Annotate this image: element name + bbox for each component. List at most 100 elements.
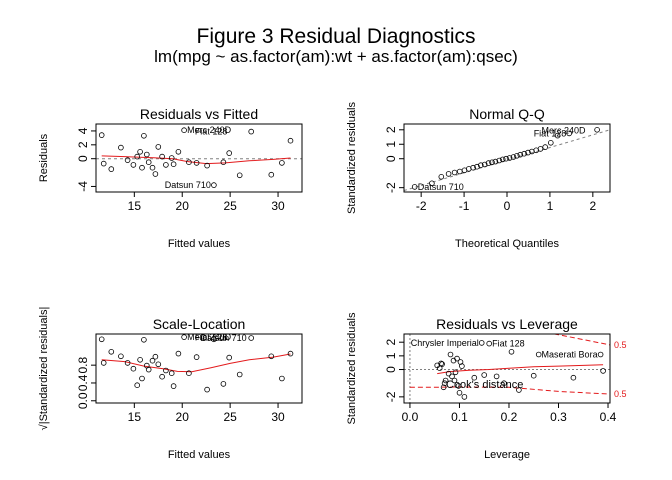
data-point	[163, 367, 169, 374]
data-point	[268, 171, 275, 178]
data-point	[570, 374, 577, 381]
data-point	[159, 373, 165, 380]
x-tick-label: 20	[176, 410, 190, 424]
y-axis-label: Residuals	[38, 133, 50, 182]
point-label: Fiat 128	[492, 339, 525, 349]
y-tick-label: 0.8	[76, 356, 90, 373]
data-point	[181, 127, 187, 133]
data-point	[145, 159, 152, 166]
data-point	[220, 381, 227, 387]
data-point	[186, 370, 192, 377]
point-label: Merc 240D	[187, 332, 232, 342]
data-point	[478, 340, 485, 346]
y-axis-label: √|Standardized residuals|	[38, 307, 50, 431]
data-point	[508, 348, 515, 355]
plot-area	[404, 127, 610, 192]
x-tick-label: 20	[176, 199, 190, 213]
x-axis-label: Leverage	[484, 449, 530, 461]
data-point	[211, 336, 217, 343]
data-point	[141, 133, 147, 139]
data-point	[139, 375, 145, 382]
data-point	[159, 153, 165, 160]
cooks-level-label-upper: 0.5	[614, 340, 627, 350]
data-point	[168, 370, 175, 377]
x-tick-label: 15	[128, 199, 142, 213]
plot-area	[404, 334, 610, 403]
data-point	[537, 146, 544, 152]
x-axis-label: Theoretical Quantiles	[455, 238, 559, 250]
data-point	[542, 144, 548, 150]
data-point	[130, 162, 137, 168]
data-point	[287, 137, 294, 144]
x-tick-label: 0.0	[402, 410, 419, 424]
data-point	[220, 159, 227, 166]
data-point	[137, 149, 143, 155]
y-tick-label: 0.4	[76, 374, 90, 391]
data-point	[124, 360, 131, 366]
smoother-line	[437, 364, 604, 375]
y-tick-label: 0	[76, 155, 90, 162]
data-point	[486, 340, 493, 347]
data-point	[98, 336, 105, 343]
data-point	[445, 370, 452, 377]
y-tick-label: -2	[384, 182, 398, 193]
data-point	[461, 394, 468, 400]
data-point	[481, 161, 488, 168]
data-point	[456, 168, 463, 175]
data-point	[441, 380, 448, 387]
data-point	[442, 377, 449, 384]
data-point	[535, 351, 542, 358]
data-point	[137, 356, 143, 363]
figure-subtitle: lm(mpg ~ as.factor(am):wt + as.factor(am…	[154, 47, 518, 66]
data-point	[100, 160, 107, 167]
x-tick-label: 0.3	[550, 410, 567, 424]
data-point	[100, 360, 107, 366]
panel-title: Residuals vs Leverage	[436, 316, 578, 332]
data-point	[141, 336, 147, 343]
data-point	[445, 171, 452, 177]
data-point	[204, 162, 210, 169]
data-point	[236, 371, 243, 378]
data-point	[149, 357, 156, 364]
data-point	[456, 389, 463, 396]
panel-title: Residuals vs Fitted	[140, 106, 258, 122]
plot-area	[98, 334, 294, 393]
data-point	[530, 372, 537, 379]
x-tick-label: 0.1	[451, 410, 468, 424]
x-tick-label: 0.2	[501, 410, 518, 424]
data-point	[471, 374, 478, 381]
data-point	[547, 140, 554, 146]
data-point	[193, 160, 200, 166]
x-tick-label: 1	[547, 199, 554, 213]
point-label: Merc 240D	[542, 126, 587, 136]
data-point	[226, 354, 233, 361]
data-point	[477, 162, 484, 169]
data-point	[440, 384, 447, 391]
x-tick-label: 15	[128, 410, 142, 424]
point-label: Datsun 710	[418, 182, 464, 192]
data-point	[130, 365, 137, 372]
x-axis-label: Fitted values	[168, 238, 231, 250]
data-point	[449, 373, 455, 380]
data-point	[236, 172, 243, 179]
data-point	[597, 351, 604, 358]
data-point	[506, 155, 513, 161]
data-point	[279, 160, 285, 166]
data-point	[496, 157, 503, 164]
data-point	[451, 169, 458, 176]
data-point	[193, 354, 200, 360]
data-point	[134, 153, 141, 160]
data-point	[211, 182, 217, 188]
x-tick-label: 30	[271, 199, 285, 213]
plot-area	[96, 127, 302, 188]
y-tick-label: 4	[76, 127, 90, 134]
data-point	[170, 161, 177, 168]
data-point	[268, 353, 275, 360]
data-point	[455, 383, 462, 389]
smoother-line	[101, 353, 291, 373]
data-point	[429, 180, 435, 187]
panel-title: Scale-Location	[153, 316, 246, 332]
plot-frame	[403, 333, 611, 404]
